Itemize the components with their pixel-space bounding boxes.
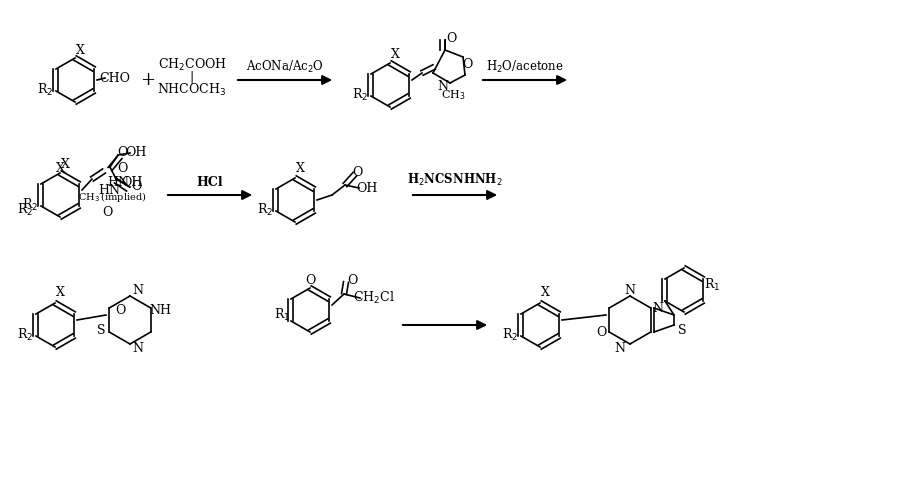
Text: CHO: CHO [99,72,130,84]
Text: HN: HN [97,183,120,196]
Text: N: N [651,301,663,314]
Text: X: X [390,48,399,61]
Text: CH$_3$ (implied): CH$_3$ (implied) [77,190,146,204]
Text: HN: HN [107,176,128,189]
Text: N: N [437,81,448,94]
Text: N: N [132,285,143,298]
Text: X: X [60,158,69,171]
Text: O: O [352,166,362,179]
Text: |: | [189,71,194,84]
Text: H$_2$O/acetone: H$_2$O/acetone [486,59,563,75]
Text: R$_2$: R$_2$ [17,202,33,218]
Text: N: N [614,343,625,356]
Text: R$_2$: R$_2$ [257,202,272,218]
Text: X: X [56,161,65,175]
Text: NHCOCH$_3$: NHCOCH$_3$ [158,82,226,98]
Text: O: O [595,325,606,338]
Text: OH: OH [356,181,377,194]
Text: X: X [56,287,65,300]
Text: R$_2$: R$_2$ [22,197,38,213]
Text: OH: OH [125,145,147,158]
Text: O: O [445,32,456,45]
Text: OH: OH [121,176,142,189]
Text: R$_1$: R$_1$ [703,277,720,293]
Text: O: O [130,180,141,193]
Text: R$_2$: R$_2$ [352,87,368,103]
Text: O: O [102,205,112,218]
Text: X: X [295,161,304,175]
Text: R$_2$: R$_2$ [501,327,517,343]
Text: N: N [132,343,143,356]
Text: N: N [624,284,635,297]
Text: H$_2$NCSNHNH$_2$: H$_2$NCSNHNH$_2$ [406,172,502,188]
Text: HCl: HCl [197,176,223,189]
Text: O: O [117,161,127,175]
Text: CH$_2$Cl: CH$_2$Cl [353,290,394,306]
Text: O: O [346,274,357,287]
Text: CH$_3$: CH$_3$ [440,88,465,102]
Text: R$_2$: R$_2$ [17,327,33,343]
Text: X: X [540,287,548,300]
Text: O: O [115,303,125,316]
Text: S: S [677,324,685,336]
Text: O: O [304,274,315,287]
Text: NH: NH [148,303,170,316]
Text: +: + [140,71,156,89]
Text: CH$_2$COOH: CH$_2$COOH [158,57,226,73]
Text: R$_1$: R$_1$ [273,307,290,323]
Text: AcONa/Ac$_2$O: AcONa/Ac$_2$O [246,59,323,75]
Text: R$_2$: R$_2$ [36,82,53,98]
Text: O: O [117,145,127,158]
Text: S: S [97,324,105,336]
Text: X: X [76,44,85,57]
Text: O: O [461,59,472,72]
